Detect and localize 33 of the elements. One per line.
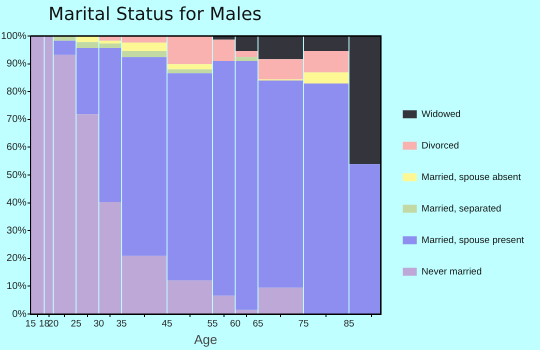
y-tick-label: 90% <box>6 58 27 70</box>
x-tick-label: 55 <box>207 318 218 330</box>
y-tick-label: 100% <box>1 30 27 42</box>
x-tick-label: 35 <box>116 318 127 330</box>
x-tick-label: 85 <box>344 318 354 330</box>
y-tick-label: 70% <box>6 114 27 126</box>
y-tick-label: 0% <box>12 308 27 320</box>
x-tick-label: 20 <box>48 318 59 330</box>
legend-label: Married, spouse absent <box>422 172 522 183</box>
legend-label: Married, separated <box>422 203 502 214</box>
x-tick-label: 15 <box>25 318 36 330</box>
legend-label: Divorced <box>422 140 460 152</box>
y-tick-label: 20% <box>6 253 27 264</box>
bar <box>168 64 212 70</box>
legend-label: Married, spouse present <box>422 234 524 246</box>
y-tick-label: 50% <box>6 170 27 181</box>
y-tick-label: 80% <box>6 86 27 98</box>
x-tick-label: 45 <box>162 318 172 330</box>
x-tick-label: 25 <box>70 318 82 330</box>
x-axis-title: Age <box>194 332 218 347</box>
x-tick-label: 60 <box>230 318 241 330</box>
chart-title: Marital Status for Males <box>47 4 263 25</box>
bar <box>236 57 258 62</box>
y-tick-label: 60% <box>6 142 27 153</box>
x-tick-label: 65 <box>252 318 264 330</box>
y-tick-label: 40% <box>6 198 27 209</box>
y-tick-label: 10% <box>6 280 27 292</box>
legend-label: Never married <box>422 266 482 278</box>
x-tick-label: 18 <box>38 318 50 330</box>
legend-label: Widowed <box>422 108 461 120</box>
x-tick-label: 75 <box>298 318 309 330</box>
y-tick-label: 30% <box>6 225 27 236</box>
x-tick-label: 30 <box>94 318 104 330</box>
